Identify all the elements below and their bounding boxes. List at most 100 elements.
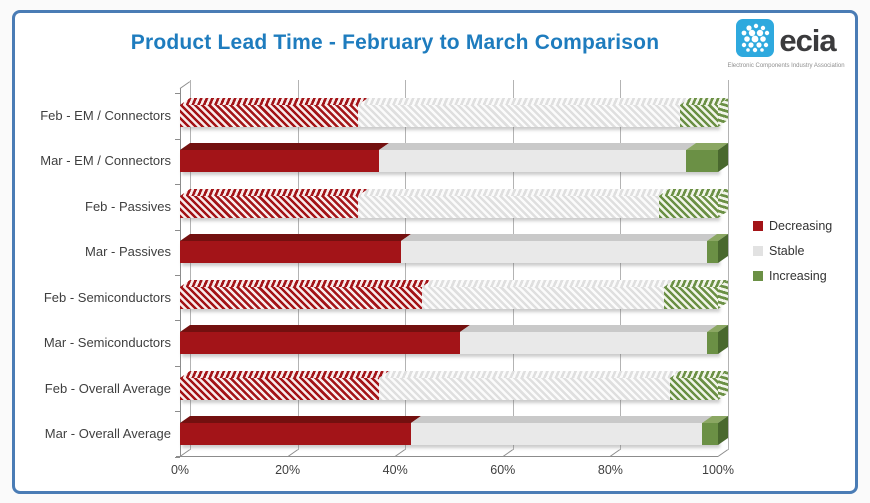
x-axis-label: 40% [382, 463, 408, 477]
bar-segment-decreasing [180, 234, 411, 264]
ecia-logo-caption: Electronic Components Industry Associati… [727, 63, 845, 69]
bar-row [180, 143, 728, 173]
bar-segment-stable [357, 188, 669, 218]
bar-row [180, 234, 728, 264]
bar-segment-decreasing-top-face [180, 325, 470, 333]
bar-segment-stable-top-face [459, 325, 718, 333]
x-tick-slant [717, 449, 729, 457]
x-axis-label: 60% [490, 463, 516, 477]
legend-swatch [753, 271, 763, 281]
bar-segment-stable [400, 234, 718, 264]
category-label: Mar - Passives [85, 244, 171, 260]
bar-segment-decreasing-top-face [180, 234, 411, 242]
legend-item: Stable [753, 244, 832, 258]
category-label: Mar - Overall Average [44, 426, 171, 441]
bar-segment-increasing [707, 325, 728, 355]
bar-segment-decreasing [180, 416, 422, 445]
x-axis-label: 0% [170, 463, 190, 477]
gridline [620, 80, 622, 450]
gridline [512, 80, 514, 450]
bar-segment-decreasing [180, 98, 368, 127]
category-label: Mar - Semiconductors [43, 335, 171, 351]
bar-row [180, 97, 728, 127]
category-label: Feb - Overall Average [44, 380, 171, 396]
bar-segment-decreasing [180, 279, 433, 309]
y-axis-tick [175, 320, 180, 322]
bar-segment-increasing [707, 234, 728, 264]
bar-segment-increasing-side-face [717, 234, 728, 264]
bar-segment-increasing [680, 97, 728, 127]
bar-segment-increasing [701, 415, 728, 445]
bar-segment-increasing [669, 370, 728, 400]
y-axis-tick [175, 184, 180, 186]
legend-label: Stable [769, 244, 805, 258]
x-axis-label: 100% [702, 463, 734, 477]
bar-segment-decreasing-top-face [180, 188, 368, 196]
y-axis-tick [175, 275, 180, 277]
chart-title: Product Lead Time - February to March Co… [130, 31, 660, 54]
bar-segment-decreasing [180, 188, 368, 218]
axis-depth-slant [179, 81, 191, 89]
bar-segment-stable-top-face [422, 279, 675, 287]
bar-segment-stable [379, 143, 696, 173]
bar-segment-decreasing-top-face [180, 279, 433, 287]
bar-segment-decreasing [180, 370, 390, 400]
bar-segment-stable [379, 370, 680, 400]
bar-row [180, 188, 728, 218]
x-axis-label: 80% [597, 463, 623, 477]
x-axis-line [176, 456, 718, 457]
bar-segment-decreasing [180, 325, 470, 355]
bar-segment-stable [411, 416, 712, 445]
y-axis-line [180, 88, 181, 456]
gridline [405, 80, 407, 450]
bar-segment-stable [357, 98, 691, 127]
bar-segment-decreasing-top-face [180, 370, 390, 378]
ecia-logo-wordmark: ecia [779, 22, 836, 58]
ecia-logo-row: ecia [727, 19, 845, 62]
category-label: Feb - Passives [85, 198, 171, 214]
bar-segment-increasing-side-face [717, 143, 728, 173]
bar-segment-stable-top-face [379, 370, 680, 378]
bar-row [180, 279, 728, 309]
bar-segment-stable-top-face [411, 416, 712, 423]
legend: Decreasing Stable Increasing [753, 219, 832, 294]
bar-segment-increasing [664, 279, 728, 309]
y-axis-tick [175, 456, 180, 458]
bar-segment-decreasing [180, 143, 390, 173]
legend-label: Decreasing [769, 219, 833, 233]
bar-row [180, 325, 728, 355]
bar-segment-stable-top-face [357, 188, 669, 196]
legend-swatch [753, 246, 763, 256]
ecia-logo-icon [736, 19, 775, 62]
plot-area: Feb - EM / Connectors Mar - EM / Connecto… [15, 13, 855, 491]
legend-swatch [753, 221, 763, 231]
bar-segment-decreasing-top-face [180, 143, 390, 151]
y-axis-tick [175, 93, 180, 95]
bar-segment-decreasing-top-face [180, 98, 368, 105]
x-axis-label: 20% [275, 463, 301, 477]
bar-segment-increasing [685, 143, 728, 173]
bar-segment-stable [422, 279, 675, 309]
gridline [728, 80, 729, 450]
legend-item: Decreasing [753, 219, 832, 233]
y-axis-tick [175, 365, 180, 367]
chart-card: Product Lead Time - February to March Co… [12, 10, 858, 494]
bar-segment-increasing-side-face [717, 325, 728, 355]
bar-segment-stable-top-face [379, 143, 696, 151]
category-label: Mar - EM / Connectors [40, 153, 171, 169]
legend-label: Increasing [769, 269, 827, 283]
gridline [297, 80, 299, 450]
bar-row [180, 370, 728, 400]
bar-segment-stable [459, 325, 718, 355]
y-axis-tick [175, 411, 180, 413]
category-label: Feb - Semiconductors [43, 289, 171, 305]
bar-segment-increasing-side-face [717, 97, 728, 127]
gridline [190, 80, 191, 450]
bar-row [180, 415, 728, 445]
bar-segment-increasing-side-face [717, 415, 728, 445]
bar-segment-stable-top-face [400, 234, 718, 242]
legend-item: Increasing [753, 269, 832, 283]
ecia-logo: ecia Electronic Components Industry Asso… [727, 19, 845, 69]
bar-segment-decreasing-top-face [180, 416, 422, 423]
bar-segment-increasing [658, 188, 728, 218]
